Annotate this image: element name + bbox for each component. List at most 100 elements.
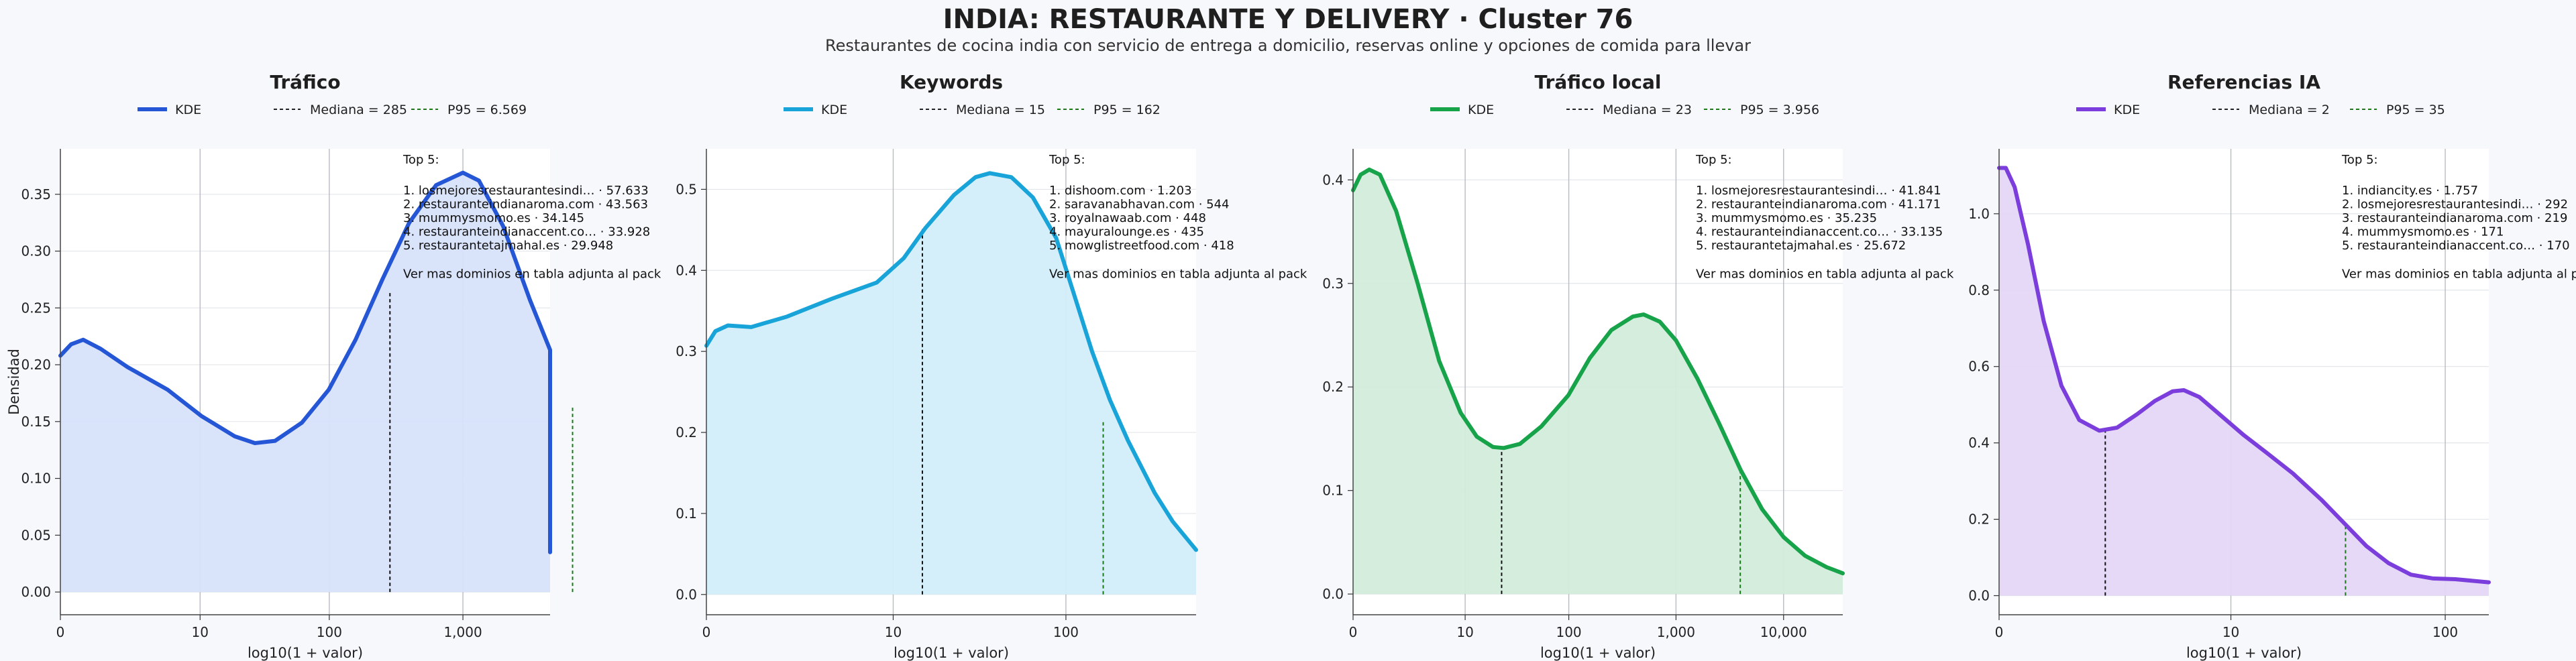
top5-annotation: Top 5: 1. losmejoresrestaurantesindi… · 5… xyxy=(402,153,661,282)
y-tick-label: 0.00 xyxy=(21,584,51,600)
y-tick-label: 1.0 xyxy=(1968,206,1990,222)
page-title: INDIA: RESTAURANTE Y DELIVERY · Cluster … xyxy=(943,4,1633,35)
top5-item: 4. restauranteindianaccent.co… · 33.928 xyxy=(403,225,650,239)
legend-median-label: Mediana = 15 xyxy=(956,103,1045,117)
y-tick-label: 0.2 xyxy=(1968,512,1990,528)
top5-item: 2. restauranteindianaroma.com · 41.171 xyxy=(1696,198,1941,212)
x-tick-label: 1,000 xyxy=(1657,624,1695,640)
y-axis-label: Densidad xyxy=(6,349,22,415)
kde-line xyxy=(704,171,1198,552)
top5-item: 5. restaurantetajmahal.es · 25.672 xyxy=(1696,239,1906,253)
y-tick-label: 0.4 xyxy=(1968,435,1990,451)
x-tick-label: 1,000 xyxy=(443,624,482,640)
legend-p95-label: P95 = 3.956 xyxy=(1740,103,1819,117)
x-axis-label: log10(1 + valor) xyxy=(248,645,363,661)
legend-kde-label: KDE xyxy=(2114,103,2140,117)
x-tick-label: 10 xyxy=(885,624,902,640)
legend-p95-label: P95 = 162 xyxy=(1093,103,1161,117)
y-tick-label: 0.1 xyxy=(1322,483,1344,499)
y-tick-label: 0.35 xyxy=(21,186,51,202)
x-tick-label: 10 xyxy=(1456,624,1473,640)
legend-p95-label: P95 = 6.569 xyxy=(447,103,527,117)
y-tick-label: 0.25 xyxy=(21,300,51,316)
legend-kde-label: KDE xyxy=(175,103,201,117)
x-tick-label: 0 xyxy=(56,624,65,640)
top5-item: 4. mummysmomo.es · 171 xyxy=(2342,225,2504,239)
x-axis-label: log10(1 + valor) xyxy=(2186,645,2302,661)
x-tick-label: 100 xyxy=(317,624,342,640)
kde-line xyxy=(1351,167,1845,576)
y-tick-label: 0.10 xyxy=(21,471,51,487)
legend: KDE Mediana = 2 P95 = 35 xyxy=(2076,103,2445,117)
legend: KDE Mediana = 15 P95 = 162 xyxy=(784,103,1161,117)
y-tick-label: 0.6 xyxy=(1968,359,1990,375)
top5-item: 1. losmejoresrestaurantesindi… · 41.841 xyxy=(1696,184,1941,198)
x-tick-label: 10 xyxy=(2222,624,2239,640)
top5-item: 3. restauranteindianaroma.com · 219 xyxy=(2342,211,2567,225)
top5-footer: Ver mas dominios en tabla adjunta al pac… xyxy=(1049,267,1307,282)
legend-median-label: Mediana = 23 xyxy=(1603,103,1692,117)
panel-title: Tráfico xyxy=(270,71,340,93)
x-tick-label: 10,000 xyxy=(1760,624,1807,640)
top5-footer: Ver mas dominios en tabla adjunta al pac… xyxy=(2342,267,2576,282)
top5-annotation: Top 5: 1. losmejoresrestaurantesindi… · 4… xyxy=(1695,153,1954,282)
legend: KDE Mediana = 285 P95 = 6.569 xyxy=(138,103,527,117)
legend-median-label: Mediana = 285 xyxy=(310,103,407,117)
top5-footer: Ver mas dominios en tabla adjunta al pac… xyxy=(1696,267,1954,282)
x-tick-label: 0 xyxy=(702,624,711,640)
y-tick-label: 0.4 xyxy=(1322,172,1344,188)
y-tick-label: 0.20 xyxy=(21,357,51,373)
y-tick-label: 0.05 xyxy=(21,527,51,543)
x-tick-label: 100 xyxy=(1053,624,1079,640)
x-axis-label: log10(1 + valor) xyxy=(894,645,1009,661)
top5-item: 5. restaurantetajmahal.es · 29.948 xyxy=(403,239,613,253)
y-tick-label: 0.8 xyxy=(1968,282,1990,298)
top5-item: 1. indiancity.es · 1.757 xyxy=(2342,184,2478,198)
top5-header: Top 5: xyxy=(1049,153,1085,167)
y-tick-label: 0.1 xyxy=(676,505,697,522)
kde-area xyxy=(60,172,550,593)
legend-p95-label: P95 = 35 xyxy=(2386,103,2445,117)
x-tick-label: 100 xyxy=(2432,624,2458,640)
y-tick-label: 0.0 xyxy=(1322,586,1344,602)
top5-item: 3. mummysmomo.es · 35.235 xyxy=(1696,211,1877,225)
top5-header: Top 5: xyxy=(2341,153,2378,167)
top5-item: 5. restauranteindianaccent.co… · 170 xyxy=(2342,239,2570,253)
y-tick-label: 0.30 xyxy=(21,243,51,259)
top5-item: 2. restauranteindianaroma.com · 43.563 xyxy=(403,198,648,212)
kde-area xyxy=(706,173,1196,595)
top5-header: Top 5: xyxy=(402,153,439,167)
kde-line xyxy=(58,170,552,554)
y-tick-label: 0.15 xyxy=(21,414,51,430)
top5-item: 1. dishoom.com · 1.203 xyxy=(1049,184,1192,198)
y-tick-label: 0.0 xyxy=(676,587,697,603)
top5-item: 2. saravanabhavan.com · 544 xyxy=(1049,198,1230,212)
top5-item: 5. mowglistreetfood.com · 418 xyxy=(1049,239,1234,253)
y-tick-label: 0.3 xyxy=(676,343,697,359)
top5-footer: Ver mas dominios en tabla adjunta al pac… xyxy=(403,267,661,282)
panel-title: Tráfico local xyxy=(1535,71,1662,93)
y-tick-label: 0.0 xyxy=(1968,588,1990,604)
top5-item: 4. restauranteindianaccent.co… · 33.135 xyxy=(1696,225,1943,239)
top5-item: 2. losmejoresrestaurantesindi… · 292 xyxy=(2342,198,2568,212)
kde-line xyxy=(1997,166,2491,585)
top5-item: 3. royalnawaab.com · 448 xyxy=(1049,211,1206,225)
legend-median-label: Mediana = 2 xyxy=(2249,103,2330,117)
x-tick-label: 0 xyxy=(1349,624,1358,640)
top5-item: 3. mummysmomo.es · 34.145 xyxy=(403,211,584,225)
panel-title: Referencias IA xyxy=(2167,71,2320,93)
y-tick-label: 0.2 xyxy=(676,424,697,440)
top5-header: Top 5: xyxy=(1695,153,1732,167)
y-tick-label: 0.5 xyxy=(676,181,697,197)
kde-area xyxy=(1999,168,2489,596)
x-tick-label: 0 xyxy=(1995,624,2004,640)
top5-item: 4. mayuralounge.es · 435 xyxy=(1049,225,1204,239)
page-subtitle: Restaurantes de cocina india con servici… xyxy=(824,36,1752,55)
y-tick-label: 0.3 xyxy=(1322,276,1344,292)
y-tick-label: 0.4 xyxy=(676,262,697,278)
panel-title: Keywords xyxy=(900,71,1003,93)
